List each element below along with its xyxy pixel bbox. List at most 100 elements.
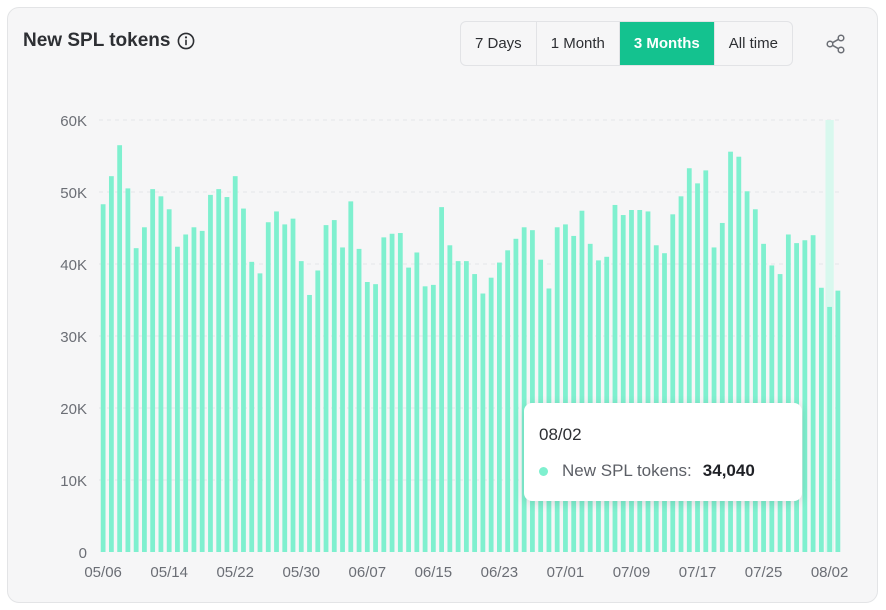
bar[interactable]	[108, 176, 114, 552]
bar[interactable]	[381, 237, 387, 553]
tab-all-time[interactable]: All time	[728, 35, 778, 52]
tab-7-days[interactable]: 7 Days	[461, 22, 537, 65]
bar[interactable]	[430, 284, 436, 552]
bar[interactable]	[331, 220, 337, 552]
bar[interactable]	[348, 201, 354, 553]
bar[interactable]	[241, 208, 246, 552]
bar[interactable]	[620, 215, 626, 553]
bar[interactable]	[290, 218, 296, 552]
bar[interactable]	[802, 240, 808, 553]
bar[interactable]	[183, 234, 189, 553]
x-tick-label: 06/07	[349, 564, 387, 581]
bar[interactable]	[653, 245, 659, 552]
bar[interactable]	[232, 176, 238, 552]
bar[interactable]	[571, 235, 577, 553]
bar[interactable]	[488, 277, 494, 552]
bar[interactable]	[637, 210, 643, 552]
bar[interactable]	[406, 267, 411, 552]
x-tick-label: 06/15	[415, 564, 453, 581]
bar[interactable]	[695, 183, 700, 553]
bar[interactable]	[455, 261, 461, 552]
bar[interactable]	[298, 261, 304, 552]
bar[interactable]	[364, 282, 370, 552]
bar[interactable]	[356, 248, 362, 552]
x-tick-label: 05/22	[216, 564, 254, 581]
tooltip-value: 34,040	[702, 461, 755, 480]
bar[interactable]	[587, 243, 593, 552]
bar[interactable]	[818, 287, 824, 552]
bar[interactable]	[554, 227, 560, 552]
bar[interactable]	[100, 204, 106, 553]
bar[interactable]	[191, 227, 197, 552]
bar[interactable]	[257, 273, 263, 552]
bar[interactable]	[662, 253, 667, 552]
bar[interactable]	[315, 270, 321, 552]
bar[interactable]	[472, 274, 478, 552]
bar[interactable]	[521, 227, 527, 552]
bar[interactable]	[307, 294, 312, 552]
bar[interactable]	[447, 245, 453, 552]
bar[interactable]	[810, 235, 816, 552]
bar[interactable]	[579, 210, 585, 552]
bar[interactable]	[439, 207, 444, 552]
bar[interactable]	[835, 290, 841, 552]
bar[interactable]	[208, 194, 213, 552]
bar[interactable]	[150, 189, 156, 552]
chart-title-text: New SPL tokens	[23, 30, 171, 51]
bar[interactable]	[629, 210, 634, 552]
bar[interactable]	[711, 247, 717, 552]
x-tick-label: 05/06	[84, 564, 122, 581]
bar[interactable]	[216, 189, 222, 552]
bar[interactable]	[224, 197, 230, 553]
bar[interactable]	[563, 224, 568, 552]
bar[interactable]	[612, 204, 618, 552]
bar[interactable]	[497, 262, 502, 552]
bar[interactable]	[158, 196, 164, 552]
bar[interactable]	[133, 248, 139, 552]
x-tick-label: 08/02	[811, 564, 849, 581]
bar[interactable]	[670, 214, 676, 552]
x-tick-label: 06/23	[481, 564, 519, 581]
bar[interactable]	[703, 170, 709, 552]
x-axis-ticks: 05/06 05/14 05/22 05/30 06/07 06/15 06/23 07/01…	[84, 564, 848, 581]
bar[interactable]	[397, 233, 403, 553]
bar[interactable]	[530, 230, 535, 552]
bar[interactable]	[389, 233, 395, 552]
bar[interactable]	[736, 156, 742, 552]
bar[interactable]	[728, 151, 733, 552]
bar[interactable]	[505, 250, 511, 552]
bar[interactable]	[513, 238, 519, 553]
bar[interactable]	[794, 243, 799, 552]
bar[interactable]	[117, 145, 123, 552]
bar[interactable]	[645, 211, 651, 552]
bar[interactable]	[373, 284, 378, 552]
bar[interactable]	[827, 306, 833, 552]
bar[interactable]	[678, 196, 684, 552]
bar[interactable]	[785, 234, 791, 553]
bar[interactable]	[752, 209, 758, 552]
bar[interactable]	[719, 222, 725, 552]
bar[interactable]	[282, 224, 288, 552]
tab-1-month[interactable]: 1 Month	[537, 22, 620, 65]
bar[interactable]	[199, 230, 205, 552]
bar[interactable]	[142, 227, 147, 552]
bar[interactable]	[166, 209, 172, 552]
bar[interactable]	[744, 191, 750, 552]
bar[interactable]	[125, 188, 131, 552]
bar[interactable]	[414, 252, 420, 553]
bar[interactable]	[175, 246, 180, 552]
bar[interactable]	[340, 247, 345, 552]
bar[interactable]	[686, 168, 692, 553]
bar[interactable]	[463, 261, 469, 552]
info-icon[interactable]	[177, 32, 195, 50]
bar[interactable]	[265, 222, 271, 553]
bar[interactable]	[274, 211, 279, 552]
bar[interactable]	[422, 286, 428, 552]
bar[interactable]	[480, 293, 486, 552]
bar[interactable]	[323, 225, 329, 552]
share-icon[interactable]	[825, 33, 847, 55]
tab-3-months[interactable]: 3 Months	[619, 22, 715, 65]
bar[interactable]	[249, 261, 255, 552]
bar[interactable]	[761, 243, 766, 552]
